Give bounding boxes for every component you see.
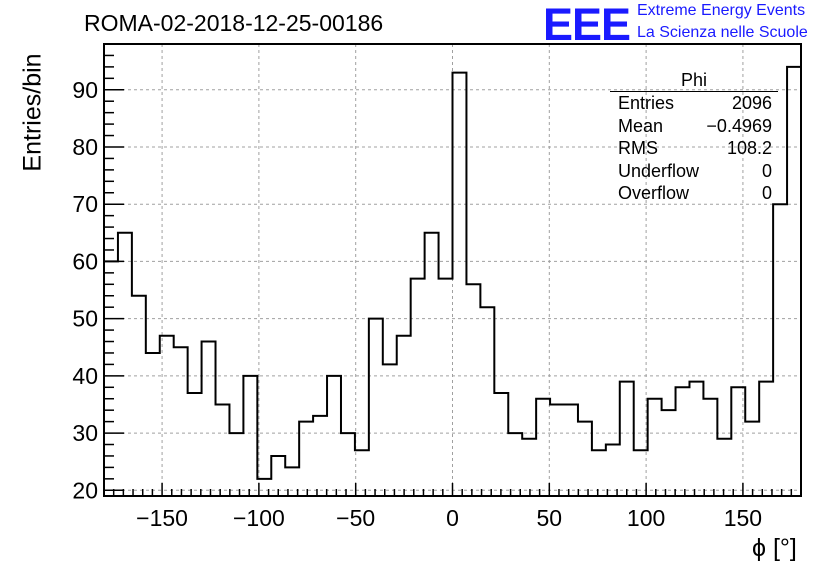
histogram-bin bbox=[564, 404, 578, 496]
eee-logo: EEE bbox=[543, 0, 631, 50]
y-tick-label: 40 bbox=[72, 363, 98, 389]
stats-value: 108.2 bbox=[726, 138, 772, 158]
histogram-bin bbox=[216, 404, 230, 496]
histogram-bin bbox=[188, 393, 202, 496]
histogram-bin bbox=[731, 387, 745, 496]
histogram-bin bbox=[606, 445, 620, 496]
x-axis: −150 −100 −50 0 50 100 150 bbox=[112, 483, 793, 531]
histogram-bin bbox=[341, 433, 355, 496]
histogram-outline bbox=[104, 65, 801, 480]
histogram-bin bbox=[745, 422, 759, 496]
plot-title: ROMA-02-2018-12-25-00186 bbox=[84, 10, 384, 36]
histogram-bin bbox=[411, 279, 425, 496]
stats-row-overflow: Overflow 0 bbox=[612, 182, 772, 205]
histogram-bin bbox=[494, 393, 508, 496]
histogram-bin bbox=[592, 450, 606, 496]
x-tick-label: 50 bbox=[537, 505, 563, 531]
histogram-bin bbox=[759, 382, 773, 496]
histogram-bin bbox=[118, 233, 132, 496]
histogram-bin bbox=[425, 233, 439, 496]
x-tick-label: −100 bbox=[233, 505, 285, 531]
stats-value: −0.4969 bbox=[706, 115, 772, 136]
x-tick-label: −50 bbox=[336, 505, 375, 531]
histogram-bin bbox=[550, 404, 564, 496]
histogram-series bbox=[104, 65, 801, 496]
histogram-bin bbox=[439, 279, 453, 496]
histogram-bin bbox=[369, 319, 383, 496]
histogram-bin bbox=[578, 422, 592, 496]
stats-rows: Entries 2096 Mean −0.4969 RMS 108.2 Underflow 0… bbox=[612, 92, 772, 205]
histogram-bin bbox=[620, 382, 634, 496]
logo-line-2: La Scienza nelle Scuole bbox=[637, 24, 808, 41]
y-axis: 20 30 40 50 60 70 80 90 bbox=[72, 54, 124, 503]
stats-title: Phi bbox=[610, 70, 778, 92]
histogram-bin bbox=[717, 439, 731, 496]
histogram-bin bbox=[229, 433, 243, 496]
stats-row-entries: Entries 2096 bbox=[612, 92, 772, 115]
histogram-bin bbox=[243, 376, 257, 496]
stats-label: RMS bbox=[618, 138, 658, 158]
stats-label: Overflow bbox=[618, 183, 690, 203]
histogram-bin bbox=[160, 336, 174, 496]
histogram-bin bbox=[466, 284, 480, 496]
histogram-bin bbox=[662, 410, 676, 496]
histogram-bin bbox=[522, 439, 536, 496]
stats-value: 0 bbox=[761, 183, 772, 203]
y-tick-label: 80 bbox=[72, 134, 98, 160]
stats-value: 0 bbox=[761, 160, 772, 181]
histogram-bin bbox=[104, 261, 118, 496]
histogram-bin bbox=[299, 422, 313, 496]
stats-value: 2096 bbox=[731, 93, 772, 113]
stats-box: Phi Entries 2096 Mean −0.4969 RMS 108.2 Underf… bbox=[610, 70, 778, 205]
logo-line-1: Extreme Energy Events bbox=[637, 2, 806, 19]
histogram-bin bbox=[355, 450, 369, 496]
y-tick-label: 90 bbox=[72, 77, 98, 103]
histogram-bin bbox=[773, 204, 787, 496]
y-tick-label: 60 bbox=[72, 248, 98, 274]
histogram-bin bbox=[397, 336, 411, 496]
stats-label: Mean bbox=[618, 115, 664, 136]
histogram-bin bbox=[508, 433, 522, 496]
x-tick-label: −150 bbox=[136, 505, 188, 531]
stats-row-mean: Mean −0.4969 bbox=[612, 115, 772, 138]
histogram-bin bbox=[202, 342, 216, 496]
x-axis-label: ϕ [°] bbox=[752, 534, 797, 562]
x-tick-label: 150 bbox=[724, 505, 762, 531]
y-tick-label: 30 bbox=[72, 420, 98, 446]
stats-label: Entries bbox=[618, 93, 675, 113]
stats-row-underflow: Underflow 0 bbox=[612, 160, 772, 183]
y-tick-label: 20 bbox=[72, 477, 98, 503]
histogram-bin bbox=[536, 399, 550, 496]
histogram-bin bbox=[174, 347, 188, 496]
histogram-bin bbox=[313, 416, 327, 496]
y-tick-label: 50 bbox=[72, 306, 98, 332]
histogram-bin bbox=[676, 387, 690, 496]
histogram-bin bbox=[383, 364, 397, 496]
histogram-bin bbox=[327, 376, 341, 496]
histogram-bin bbox=[453, 73, 467, 496]
histogram-bin bbox=[787, 67, 801, 496]
y-axis-label: Entries/bin bbox=[18, 53, 47, 172]
x-tick-label: 0 bbox=[446, 505, 459, 531]
y-tick-label: 70 bbox=[72, 191, 98, 217]
stats-row-rms: RMS 108.2 bbox=[612, 137, 772, 160]
histogram-bin bbox=[648, 399, 662, 496]
histogram-bin bbox=[480, 307, 494, 496]
histogram-bin bbox=[689, 382, 703, 496]
histogram-bin bbox=[146, 353, 160, 496]
histogram-bin bbox=[132, 296, 146, 496]
x-tick-label: 100 bbox=[627, 505, 665, 531]
stats-label: Underflow bbox=[618, 160, 700, 181]
histogram-bin bbox=[703, 399, 717, 496]
